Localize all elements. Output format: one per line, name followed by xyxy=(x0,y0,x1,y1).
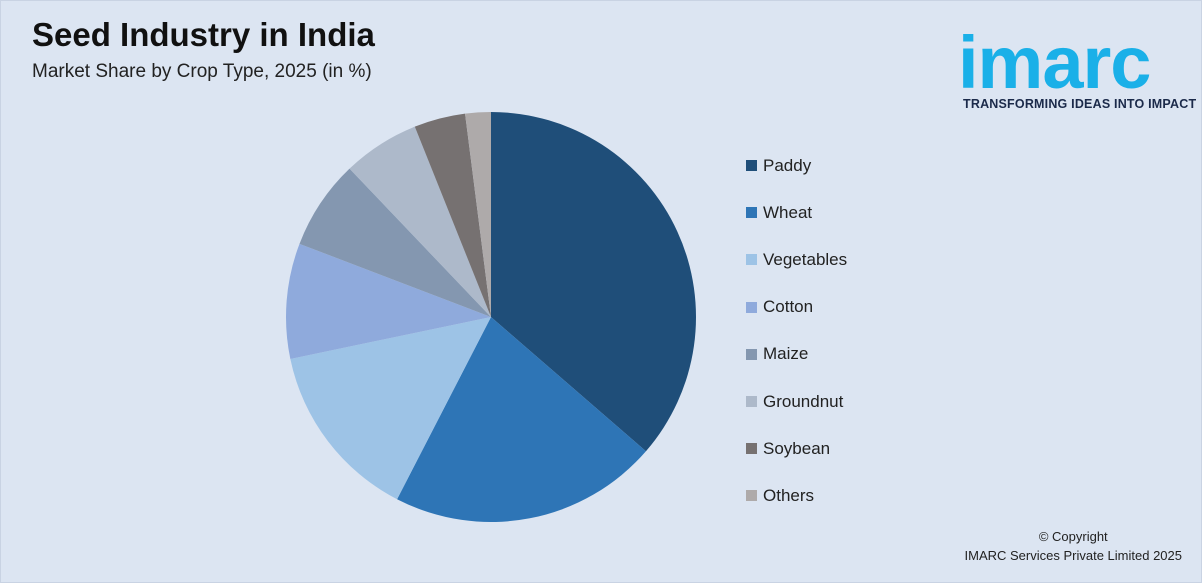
logo-wordmark: imarc xyxy=(958,21,1151,104)
chart-legend: Paddy Wheat Vegetables Cotton Maize Groundnut… xyxy=(746,142,847,520)
legend-swatch xyxy=(746,443,757,455)
copyright-line-1: © Copyright xyxy=(1038,529,1108,544)
legend-item-maize: Maize xyxy=(746,331,847,378)
chart-subtitle: Market Share by Crop Type, 2025 (in %) xyxy=(32,61,372,82)
legend-swatch xyxy=(746,254,757,266)
legend-label: Vegetables xyxy=(763,249,848,269)
pie-slice-cotton xyxy=(285,243,491,359)
logo-tagline: TRANSFORMING IDEAS INTO IMPACT xyxy=(963,97,1197,111)
legend-label: Cotton xyxy=(763,297,814,317)
legend-swatch xyxy=(746,490,757,502)
legend-item-others: Others xyxy=(746,472,847,519)
pie-slice-soybean xyxy=(414,113,491,317)
legend-swatch xyxy=(746,301,757,313)
legend-item-cotton: Cotton xyxy=(746,284,847,331)
imarc-logo: imarc TRANSFORMING IDEAS INTO IMPACT xyxy=(958,12,1196,114)
pie-slice-vegetables xyxy=(290,317,491,500)
legend-item-vegetables: Vegetables xyxy=(746,236,847,283)
chart-title: Seed Industry in India xyxy=(32,16,375,53)
legend-item-paddy: Paddy xyxy=(746,142,847,189)
legend-item-soybean: Soybean xyxy=(746,425,847,472)
pie-slice-groundnut xyxy=(349,126,491,317)
copyright: © Copyright IMARC Services Private Limit… xyxy=(965,527,1182,565)
legend-label: Maize xyxy=(763,344,809,364)
legend-swatch xyxy=(746,396,757,408)
copyright-line-2: IMARC Services Private Limited 2025 xyxy=(964,548,1182,563)
legend-swatch xyxy=(746,348,757,360)
legend-swatch xyxy=(746,207,757,219)
pie-slice-wheat xyxy=(397,317,646,522)
pie-slices xyxy=(285,112,697,522)
legend-label: Wheat xyxy=(763,202,813,222)
pie-slice-others xyxy=(465,112,491,317)
legend-label: Others xyxy=(763,485,815,505)
legend-item-wheat: Wheat xyxy=(746,189,847,236)
legend-item-groundnut: Groundnut xyxy=(746,378,847,425)
pie-slice-maize xyxy=(299,168,491,317)
legend-label: Paddy xyxy=(763,155,812,175)
legend-label: Soybean xyxy=(763,438,831,458)
legend-swatch xyxy=(746,160,757,172)
legend-label: Groundnut xyxy=(763,391,844,411)
pie-slice-paddy xyxy=(491,112,697,452)
